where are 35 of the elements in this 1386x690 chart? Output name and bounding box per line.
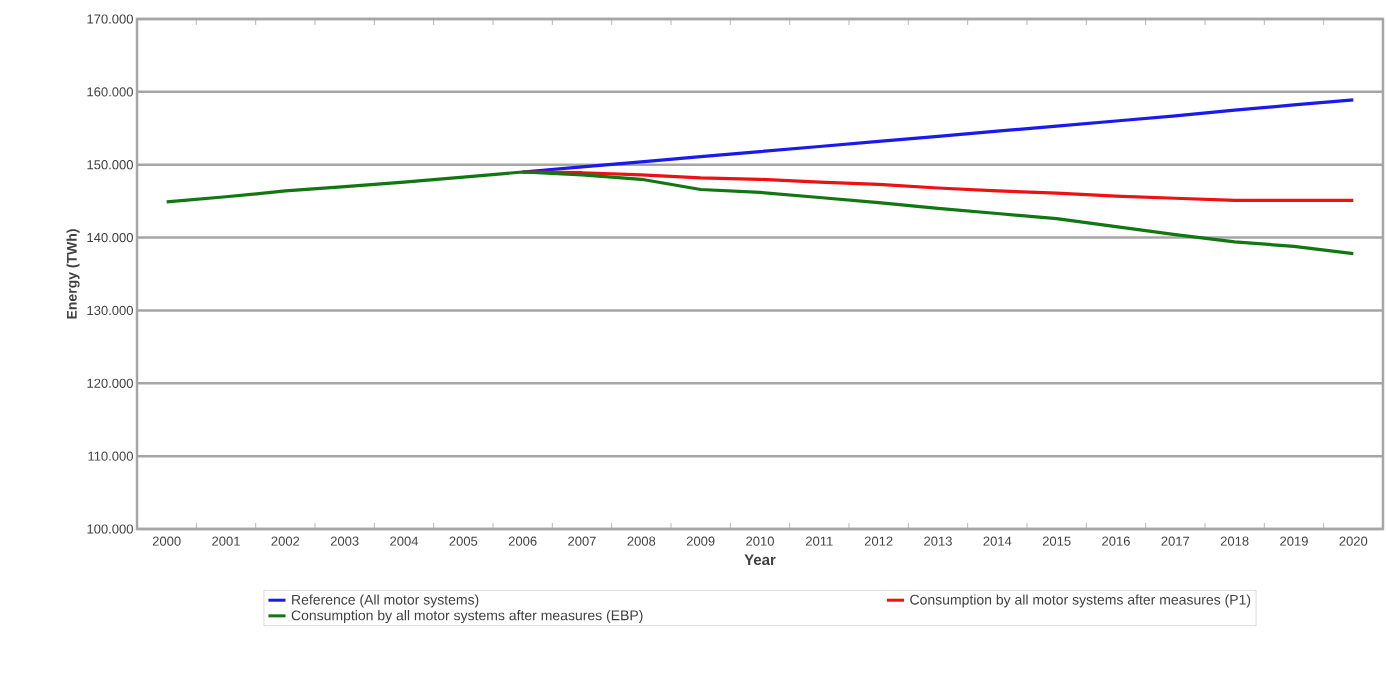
x-tick-label: 2014 bbox=[983, 536, 1012, 546]
legend-label: Consumption by all motor systems after measures (P1) bbox=[910, 594, 1251, 608]
x-tick-label: 2000 bbox=[152, 536, 181, 546]
y-tick-label: 170.000 bbox=[87, 14, 133, 24]
x-tick-label: 2012 bbox=[864, 536, 893, 546]
x-tick-label: 2020 bbox=[1339, 536, 1368, 546]
x-tick-label: 2006 bbox=[508, 536, 537, 546]
y-tick-label: 110.000 bbox=[88, 451, 133, 461]
y-tick-label: 160.000 bbox=[87, 87, 133, 97]
x-tick-label: 2004 bbox=[390, 536, 419, 546]
x-tick-label: 2001 bbox=[212, 536, 240, 546]
x-tick-label: 2005 bbox=[449, 536, 478, 546]
x-tick-label: 2017 bbox=[1161, 536, 1190, 546]
y-tick-label: 130.000 bbox=[87, 305, 133, 316]
legend-label: Consumption by all motor systems after measures (EBP) bbox=[291, 610, 643, 624]
legend-label: Reference (All motor systems) bbox=[292, 594, 479, 608]
x-tick-label: 2002 bbox=[271, 536, 300, 546]
line-series bbox=[165, 170, 1355, 256]
x-tick-label: 2015 bbox=[1042, 536, 1071, 546]
y-axis-title: Energy (TWh) bbox=[66, 229, 80, 319]
y-tick-label: 100.000 bbox=[87, 524, 133, 534]
x-tick-label: 2009 bbox=[686, 536, 715, 546]
y-tick-label: 150.000 bbox=[87, 160, 133, 170]
x-tick-label: 2010 bbox=[746, 536, 774, 546]
x-tick-label: 2016 bbox=[1102, 536, 1130, 546]
x-tick-label: 2011 bbox=[806, 536, 833, 546]
x-tick-label: 2018 bbox=[1220, 536, 1249, 546]
x-tick-label: 2003 bbox=[330, 536, 359, 546]
x-tick-label: 2008 bbox=[627, 536, 656, 546]
x-tick-label: 2019 bbox=[1280, 536, 1308, 546]
x-tick-label: 2013 bbox=[924, 536, 952, 546]
x-tick-label: 2007 bbox=[568, 536, 596, 546]
y-tick-label: 140.000 bbox=[87, 232, 133, 243]
x-axis-title: Year bbox=[744, 554, 776, 566]
y-tick-label: 120.000 bbox=[87, 378, 133, 388]
